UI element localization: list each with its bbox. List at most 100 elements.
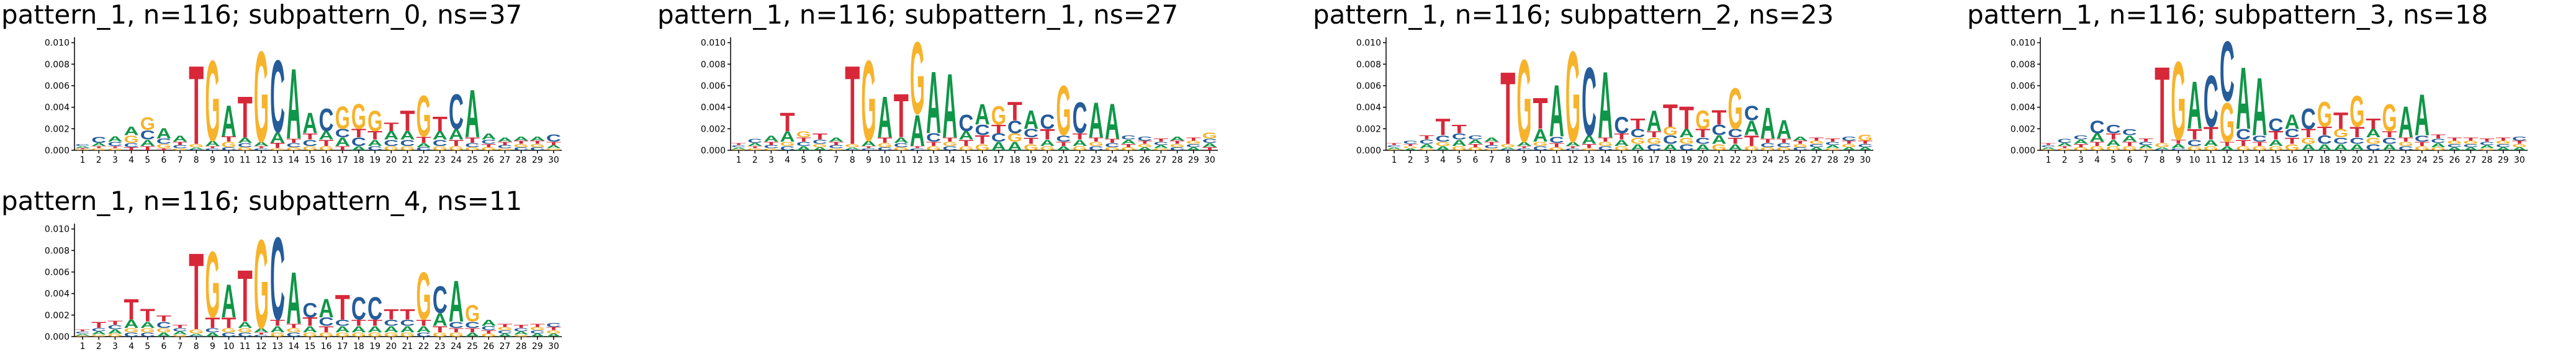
logo-letter: C bbox=[910, 148, 925, 151]
logo-letter: T bbox=[2073, 143, 2088, 148]
x-tick-label: 22 bbox=[1074, 155, 1086, 165]
logo-letter: C bbox=[384, 138, 399, 148]
logo-letter: A bbox=[205, 140, 220, 148]
x-tick-label: 29 bbox=[532, 342, 543, 352]
logo-letter: G bbox=[2187, 145, 2202, 152]
logo-letter: C bbox=[1582, 48, 1596, 157]
x-tick-label: 11 bbox=[240, 342, 251, 352]
logo-letter: C bbox=[173, 327, 187, 332]
logo-letter: C bbox=[2415, 134, 2430, 143]
logo-letter: T bbox=[1777, 138, 1792, 145]
logo-letter: T bbox=[1663, 98, 1678, 134]
logo-letter: T bbox=[1793, 140, 1808, 145]
logo-letter: A bbox=[514, 135, 529, 142]
logo-letter: G bbox=[1484, 148, 1499, 151]
logo-letter: A bbox=[1842, 147, 1857, 152]
logo-letter: T bbox=[796, 137, 812, 143]
logo-panel: pattern_1, n=116; subpattern_0, ns=37 0.0… bbox=[1, 0, 562, 170]
logo-letter: G bbox=[1826, 148, 1840, 151]
logo-letter: C bbox=[400, 138, 415, 148]
logo-letter: C bbox=[2463, 143, 2478, 148]
logo-letter: A bbox=[1007, 140, 1022, 153]
y-tick-label: 0.008 bbox=[701, 60, 726, 70]
logo-letter: T bbox=[75, 329, 90, 332]
logo-letter: A bbox=[1436, 145, 1451, 152]
logo-letter: G bbox=[173, 334, 187, 337]
logo-letter: G bbox=[351, 332, 366, 338]
logo-letter: A bbox=[1202, 142, 1217, 149]
logo-letter: G bbox=[1711, 142, 1726, 152]
x-tick-label: 23 bbox=[2400, 155, 2412, 165]
logo-letter: A bbox=[2366, 127, 2380, 140]
x-tick-label: 19 bbox=[369, 155, 381, 165]
x-tick-label: 29 bbox=[1844, 155, 1855, 165]
logo-letter: C bbox=[2349, 136, 2364, 146]
logo-letter: A bbox=[530, 333, 545, 338]
logo-letter: T bbox=[351, 318, 366, 328]
x-tick-label: 15 bbox=[1616, 155, 1628, 165]
logo-letter: T bbox=[2366, 116, 2380, 132]
logo-letter: G bbox=[1387, 149, 1402, 151]
logo-letter: T bbox=[1202, 147, 1217, 152]
x-tick-label: 15 bbox=[305, 342, 316, 352]
logo-letter: G bbox=[910, 20, 925, 136]
logo-letter: C bbox=[1728, 127, 1743, 140]
logo-letter: A bbox=[546, 145, 561, 150]
logo-letter: T bbox=[530, 140, 545, 145]
logo-letter: C bbox=[417, 147, 431, 152]
logo-letter: A bbox=[1073, 138, 1088, 148]
logo-letter: G bbox=[1647, 136, 1662, 146]
logo-letter: C bbox=[2382, 136, 2397, 146]
logo-letter: G bbox=[1598, 141, 1613, 148]
logo-letter: G bbox=[384, 332, 399, 338]
logo-letter: C bbox=[91, 327, 106, 332]
logo-letter: T bbox=[2349, 124, 2364, 141]
logo-letter: G bbox=[1663, 125, 1678, 138]
logo-letter: G bbox=[367, 332, 382, 338]
y-tick-label: 0.002 bbox=[701, 124, 726, 134]
logo-letter: C bbox=[124, 142, 139, 149]
logo-letter: A bbox=[1826, 145, 1840, 150]
logo-letter: A bbox=[1647, 104, 1662, 137]
logo-letter: A bbox=[942, 55, 957, 157]
logo-letter: G bbox=[156, 327, 171, 334]
logo-letter: G bbox=[2366, 136, 2380, 146]
logo-letter: A bbox=[286, 257, 301, 340]
x-tick-label: 3 bbox=[1424, 155, 1430, 165]
logo-letter: G bbox=[1728, 76, 1743, 142]
x-tick-label: 29 bbox=[532, 155, 543, 165]
x-tick-label: 15 bbox=[305, 155, 316, 165]
logo-letter: T bbox=[910, 145, 925, 148]
logo-letter: C bbox=[107, 324, 122, 331]
logo-letter: G bbox=[173, 148, 187, 151]
y-tick-label: 0.010 bbox=[45, 225, 70, 235]
x-tick-label: 9 bbox=[210, 342, 215, 352]
logo-letter: G bbox=[91, 148, 106, 151]
logo-letter: T bbox=[1614, 132, 1629, 142]
logo-letter: A bbox=[335, 135, 350, 148]
logo-letter: A bbox=[1663, 142, 1678, 152]
logo-letter: T bbox=[1403, 143, 1418, 147]
x-tick-label: 30 bbox=[1204, 155, 1215, 165]
logo-letter: T bbox=[2382, 129, 2397, 139]
x-tick-label: 10 bbox=[2189, 155, 2200, 165]
logo-letter: G bbox=[2398, 141, 2413, 148]
logo-letter: T bbox=[189, 42, 204, 168]
logo-letter: C bbox=[1744, 102, 1759, 125]
logo-letter: T bbox=[1631, 116, 1646, 132]
x-tick-label: 10 bbox=[1535, 155, 1546, 165]
x-tick-label: 25 bbox=[2433, 155, 2444, 165]
logo-letter: C bbox=[107, 141, 122, 148]
logo-letter: A bbox=[2463, 147, 2478, 152]
logo-letter: T bbox=[1679, 100, 1694, 136]
logo-letter: A bbox=[1809, 147, 1824, 152]
x-tick-label: 29 bbox=[2498, 155, 2509, 165]
logo-letter: G bbox=[433, 332, 448, 338]
y-tick-label: 0.000 bbox=[45, 146, 70, 156]
logo-letter: T bbox=[189, 230, 204, 352]
x-tick-label: 23 bbox=[435, 155, 446, 165]
x-tick-label: 16 bbox=[1633, 155, 1644, 165]
logo-letter: T bbox=[942, 137, 958, 143]
x-tick-label: 16 bbox=[977, 155, 988, 165]
